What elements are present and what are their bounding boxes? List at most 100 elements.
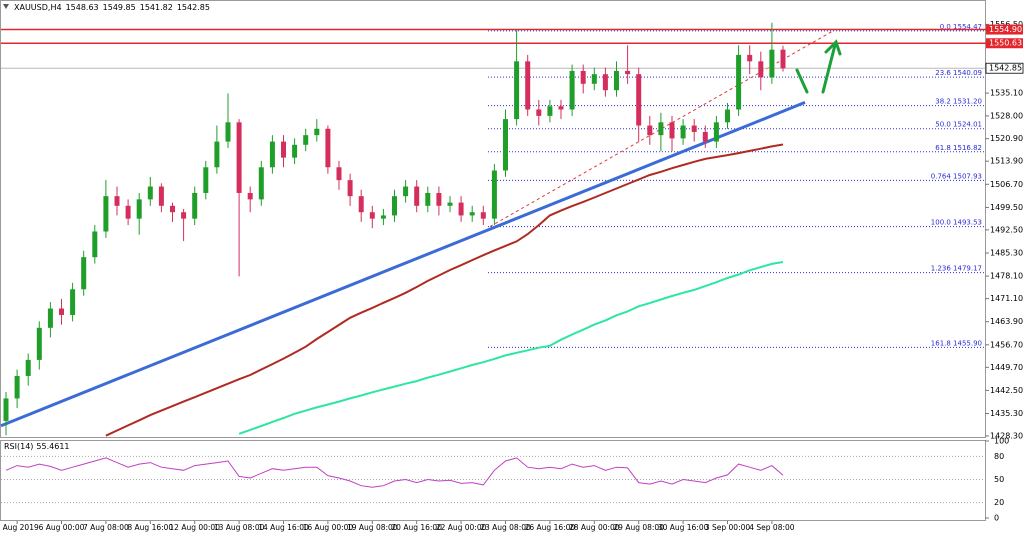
fib-label: 61.8 1516.82 [935, 144, 982, 152]
rsi-header: RSI(14) 55.4611 [4, 442, 70, 451]
fib-label: 0.0 1554.47 [940, 23, 982, 31]
rsi-pane-frame [0, 440, 986, 521]
x-tick-label: 19 Aug 08:00 [347, 523, 398, 532]
x-tick-label: 13 Aug 08:00 [214, 523, 265, 532]
x-tick-label: 14 Aug 16:00 [258, 523, 309, 532]
x-tick-label: 2 Aug 2019 [0, 523, 39, 532]
candle-body [158, 186, 164, 206]
y-tick-label: 1485.30 [990, 248, 1023, 257]
candle-body [14, 375, 20, 399]
rsi-title: RSI(14) [4, 442, 33, 451]
candle-body [702, 131, 708, 142]
candle-body [614, 70, 619, 91]
candle-body [92, 231, 98, 258]
x-tick-label: 12 Aug 00:00 [169, 523, 220, 532]
candle-body [547, 106, 553, 116]
candle-body [503, 119, 508, 171]
x-tick-label: 3 Sep 00:00 [705, 523, 751, 532]
candle-body [558, 106, 564, 110]
candle-body [314, 128, 320, 136]
candle-body [281, 141, 286, 158]
candle-body [669, 122, 675, 139]
candle-body [591, 74, 597, 84]
candle-body [136, 199, 142, 219]
level-label: 1550.63 [989, 39, 1022, 48]
level-label-box [986, 24, 1023, 35]
arrow-head [824, 39, 842, 56]
rsi-line [5, 457, 784, 488]
fib-label: 100.0 1493.53 [931, 219, 982, 227]
y-tick-label: 1435.30 [990, 409, 1023, 418]
low-value: 1541.82 [140, 3, 173, 12]
candle-body [758, 61, 764, 78]
annotation-arrows [795, 39, 842, 94]
y-tick-label: 1535.10 [990, 89, 1023, 98]
y-tick-label: 1499.50 [990, 203, 1023, 212]
candle-body [214, 141, 220, 168]
candle-body [225, 122, 231, 142]
x-tick-label: 20 Aug 16:00 [391, 523, 442, 532]
candle-body [358, 196, 364, 213]
moving-average [105, 143, 784, 437]
candle-body [736, 54, 742, 110]
candle-body [680, 125, 686, 139]
fib-label: 0.764 1507.93 [931, 172, 982, 180]
candle-body [292, 144, 298, 158]
candle-body [392, 196, 397, 216]
y-tick-label: 1442.50 [990, 386, 1023, 395]
candle-body [170, 205, 175, 213]
x-tick-label: 16 Aug 00:00 [303, 523, 354, 532]
candle-body [236, 122, 242, 193]
candle-body [514, 61, 520, 120]
y-tick-label: 1478.10 [990, 272, 1023, 281]
candle-body [469, 212, 475, 216]
candle-body [147, 186, 153, 200]
candle-body [403, 186, 409, 197]
candle-body [747, 54, 753, 62]
fib-label: 50.0 1524.01 [935, 121, 982, 129]
candle-body [258, 167, 264, 200]
open-value: 1548.63 [66, 3, 99, 12]
candle-body [525, 61, 531, 110]
candle-body [458, 202, 464, 216]
fib-label: 161.8 1455.90 [931, 339, 982, 347]
fib-label: 1.236 1479.17 [931, 265, 982, 273]
candle-body [480, 212, 486, 219]
y-tick-label: 1471.10 [990, 294, 1023, 303]
candle-body [713, 122, 719, 142]
y-tick-label: 1463.90 [990, 317, 1023, 326]
candle-body [625, 70, 631, 75]
candle-body [658, 122, 664, 136]
rsi-tick-label: 80 [994, 452, 1004, 461]
rsi-tick-label: 100 [994, 437, 1009, 446]
y-tick-label: 1520.90 [990, 134, 1023, 143]
candle-body [769, 49, 775, 78]
candle-body [114, 196, 120, 206]
candle-body [780, 49, 786, 69]
fib-label: 38.2 1531.20 [935, 98, 982, 106]
candle-body [447, 202, 453, 206]
candle-body [569, 70, 575, 110]
x-tick-label: 26 Aug 16:00 [525, 523, 576, 532]
candle-body [580, 70, 586, 84]
candle-body [47, 308, 53, 328]
candle-body [414, 186, 420, 206]
current-price-box [985, 62, 1024, 74]
candle-body [691, 125, 697, 132]
level-label: 1554.90 [989, 25, 1022, 34]
candle-body [81, 257, 87, 290]
candle-body [103, 196, 109, 232]
candle-body [347, 180, 353, 197]
candle-body [491, 170, 497, 219]
candle-body [369, 212, 375, 219]
y-tick-label: 1528.00 [990, 111, 1023, 120]
candle-body [336, 167, 342, 181]
y-tick-label: 1492.50 [990, 225, 1023, 234]
level-label-box [986, 38, 1023, 49]
header-icon [3, 4, 9, 9]
candle-body [602, 74, 608, 91]
candle-body [380, 215, 386, 219]
candle-body [436, 192, 442, 206]
x-tick-label: 29 Aug 08:00 [613, 523, 664, 532]
